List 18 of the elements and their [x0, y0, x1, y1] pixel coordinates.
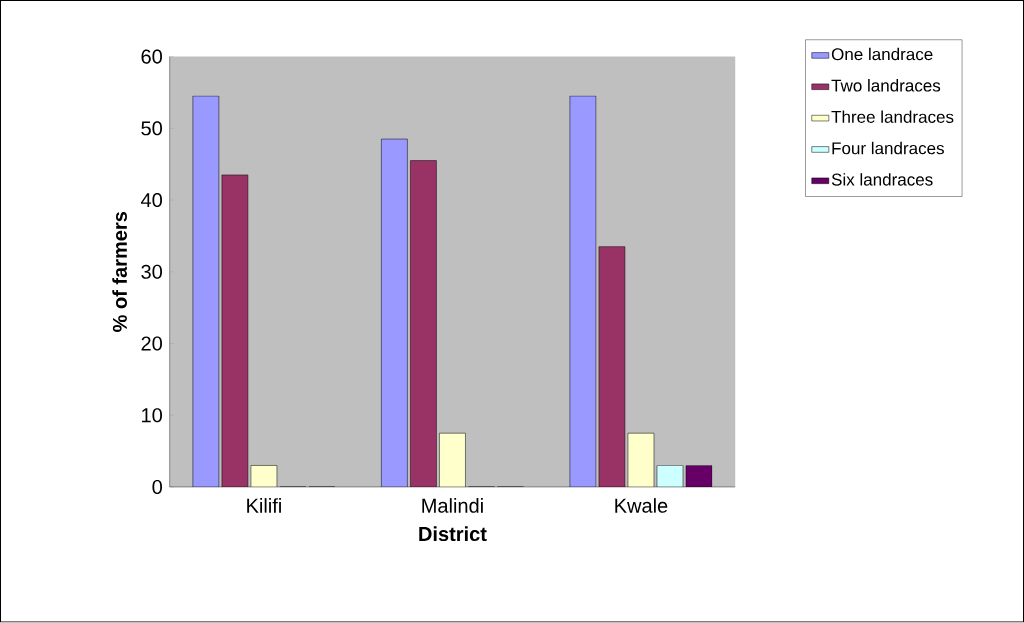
- legend-label: Three landraces: [831, 110, 954, 124]
- y-tick-label: 40: [140, 193, 162, 208]
- y-tick-label: 60: [141, 49, 162, 64]
- bar: [439, 433, 466, 488]
- x-tick-label: Kwale: [615, 498, 668, 513]
- y-tick-label: 20: [141, 336, 162, 351]
- legend-label: Four landraces: [832, 141, 944, 155]
- legend-label: Six landraces: [831, 173, 933, 186]
- y-tick-label: 50: [141, 121, 162, 136]
- y-tick-label: 10: [142, 408, 162, 423]
- y-tick-label: 0: [152, 480, 163, 495]
- y-axis-title: % of farmers: [112, 212, 127, 333]
- y-tick-label: 30: [141, 264, 162, 280]
- x-tick-label: Malindi: [422, 498, 483, 513]
- x-tick-label: Kilifi: [247, 498, 281, 513]
- legend-label: One landrace: [831, 47, 933, 61]
- legend-label: Two landraces: [831, 79, 941, 92]
- x-axis-title: District: [419, 526, 487, 542]
